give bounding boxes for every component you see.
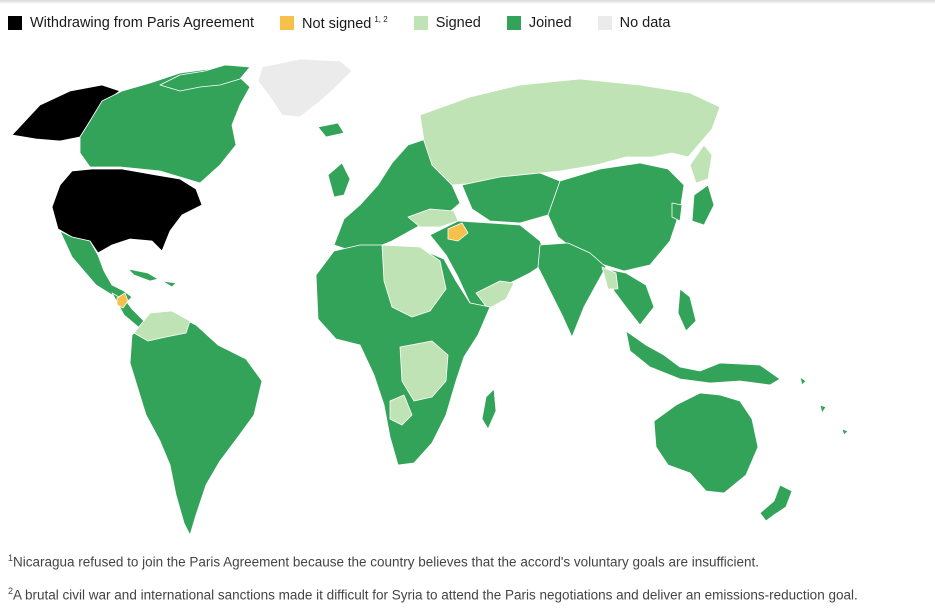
region-new-zealand bbox=[760, 485, 792, 521]
legend-item-joined: Joined bbox=[507, 15, 572, 31]
region-russia bbox=[420, 79, 720, 185]
legend-item-withdrawing: Withdrawing from Paris Agreement bbox=[8, 15, 254, 31]
region-iceland bbox=[318, 123, 344, 137]
region-caribbean bbox=[128, 269, 158, 281]
region-madagascar bbox=[482, 389, 496, 429]
legend-item-no-data: No data bbox=[598, 15, 671, 31]
region-australia bbox=[654, 393, 758, 493]
legend-label-withdrawing: Withdrawing from Paris Agreement bbox=[30, 15, 254, 31]
region-uk bbox=[328, 163, 350, 197]
footnotes: 1Nicaragua refused to join the Paris Agr… bbox=[8, 544, 928, 609]
legend-item-signed: Signed bbox=[414, 15, 481, 31]
region-philippines bbox=[678, 289, 696, 331]
region-myanmar-signed bbox=[602, 267, 618, 289]
map-legend: Withdrawing from Paris Agreement Not sig… bbox=[8, 12, 696, 34]
world-map bbox=[0, 45, 935, 540]
legend-swatch-withdrawing bbox=[8, 16, 22, 30]
legend-swatch-no-data bbox=[598, 16, 612, 30]
region-caribbean-2 bbox=[162, 281, 176, 287]
region-indonesia bbox=[626, 331, 780, 385]
legend-swatch-signed bbox=[414, 16, 428, 30]
region-south-america bbox=[130, 313, 262, 535]
region-japan bbox=[692, 185, 714, 225]
footnote-1-text: Nicaragua refused to join the Paris Agre… bbox=[13, 555, 759, 570]
region-greenland bbox=[258, 59, 352, 117]
legend-label-no-data: No data bbox=[620, 15, 671, 31]
legend-label-signed: Signed bbox=[436, 15, 481, 31]
world-map-svg bbox=[0, 45, 935, 540]
legend-footnote-ref: 1, 2 bbox=[374, 15, 387, 24]
footnote-1: 1Nicaragua refused to join the Paris Agr… bbox=[8, 544, 928, 577]
legend-swatch-not-signed bbox=[280, 16, 294, 30]
legend-label-joined: Joined bbox=[529, 15, 572, 31]
legend-swatch-joined bbox=[507, 16, 521, 30]
region-pacific-islands bbox=[800, 377, 848, 435]
footnote-2: 2A brutal civil war and international sa… bbox=[8, 577, 928, 609]
cropped-header-edge bbox=[0, 0, 935, 4]
footnote-2-text: A brutal civil war and international san… bbox=[13, 587, 858, 602]
